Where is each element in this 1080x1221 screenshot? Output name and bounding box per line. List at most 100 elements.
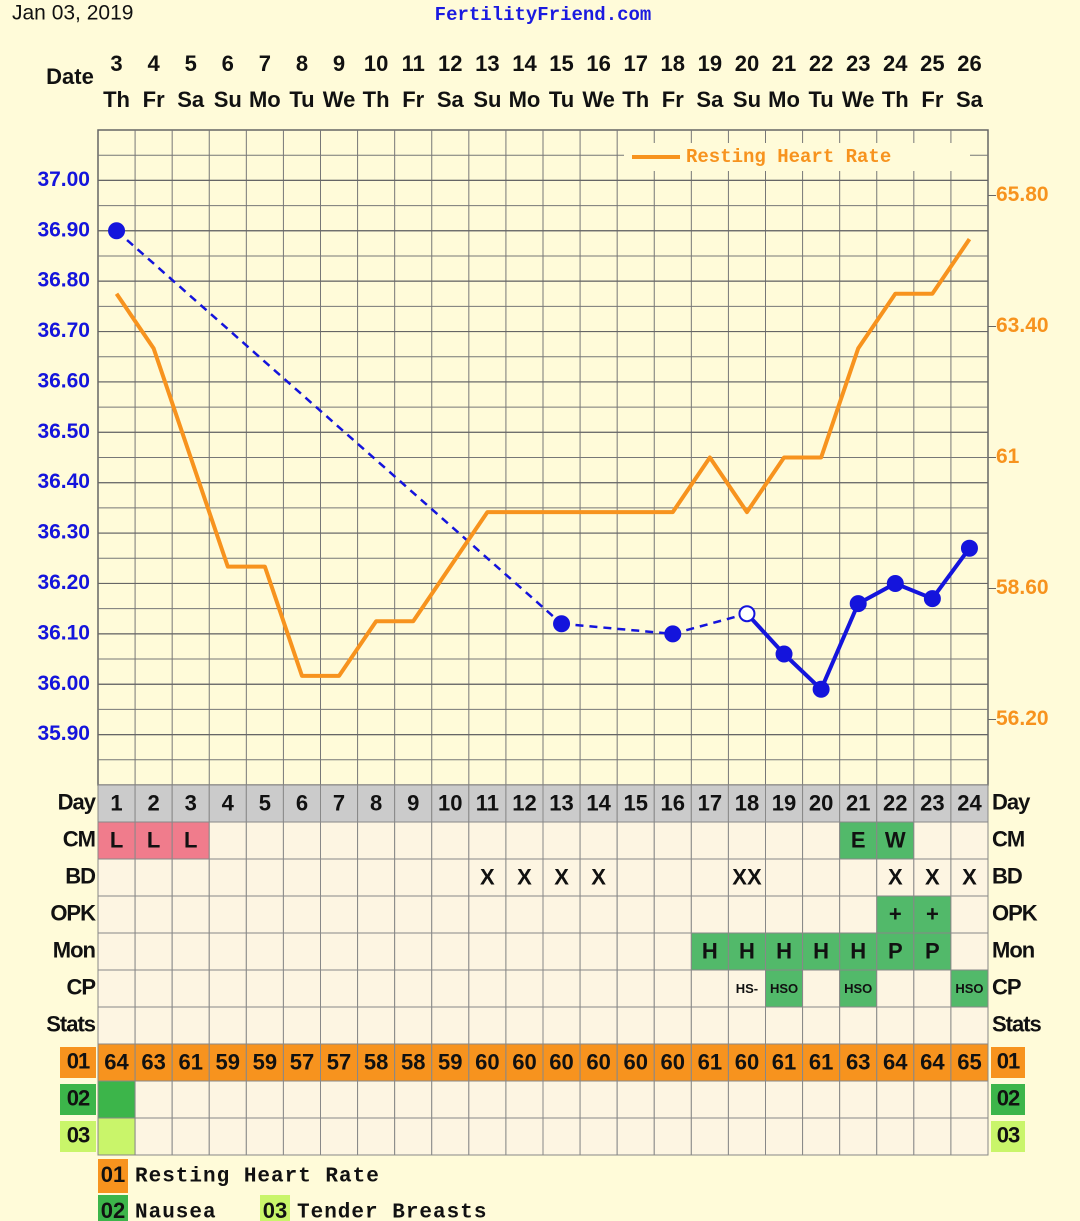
cell [134,1080,173,1119]
cell [171,932,210,971]
cell [468,821,507,860]
cell [913,969,952,1008]
cycle-day: 6 [296,790,308,815]
cell [245,1006,284,1045]
row-code-box [991,1084,1025,1115]
cell [97,858,136,897]
weekday-label: Th [103,87,130,112]
cell [468,1080,507,1119]
cell [876,784,915,823]
cell-value: 64 [883,1049,908,1074]
cell [950,895,989,934]
cell [431,821,470,860]
cell [579,1080,618,1119]
cell [727,895,767,934]
point [849,595,867,613]
cell [208,932,247,971]
cell-text: L [184,827,197,852]
cell [802,784,841,823]
y2-tick-label: 61 [996,445,1020,468]
cell [616,821,655,860]
date-label: 18 [661,51,685,76]
cell [802,1006,841,1045]
row-label: OPK [50,900,96,925]
weekday-label: Sa [177,87,205,112]
date-label: 13 [475,51,499,76]
cycle-day: 21 [846,790,870,815]
row-label: 02 [67,1085,90,1110]
cell [468,932,507,971]
row-code-box [991,1121,1025,1152]
cell-text: HSO [844,981,872,996]
cell [876,858,915,897]
cell-value: 57 [327,1049,351,1074]
row-label: CP [992,974,1021,999]
cell [913,1117,952,1156]
date-label: 15 [549,51,573,76]
cell [468,858,507,897]
cell [616,969,655,1008]
cycle-day: 1 [110,790,122,815]
row-label: Mon [992,937,1035,962]
cycle-day: 11 [476,790,499,815]
cell [505,784,544,823]
cell [616,895,655,934]
cell-value: 65 [957,1049,981,1074]
cell [690,895,729,934]
cycle-day: 19 [772,790,796,815]
cell [950,932,989,971]
cycle-day: 10 [438,790,462,815]
weekday-label: Tu [809,87,834,112]
cell-value: 63 [846,1049,870,1074]
cell [171,858,210,897]
point [775,645,793,663]
weekday-label: We [582,87,615,112]
cell [727,858,767,897]
cell-value: 57 [290,1049,314,1074]
cell [282,821,321,860]
key-box [98,1195,128,1221]
weekday-label: Mo [768,87,800,112]
cell [690,1080,729,1119]
cell [208,1043,247,1082]
weekday-label: Th [622,87,649,112]
row-label: Day [992,789,1031,814]
cell [320,1080,359,1119]
cell [690,932,729,971]
cell [394,1006,433,1045]
row-label: OPK [992,900,1038,925]
heart-rate-line [114,238,972,678]
cell [913,1006,952,1045]
cell [245,1080,284,1119]
row-label: 03 [997,1122,1020,1147]
cell [505,895,544,934]
cell [208,821,247,860]
row-label: CM [63,826,95,851]
cell-text: H [813,938,829,963]
cell [282,1117,321,1156]
row-label: 02 [997,1085,1020,1110]
y-tick-label: 36.50 [37,420,90,443]
cell [134,1117,173,1156]
cell [282,858,321,897]
cycle-day: 18 [735,790,759,815]
cell-text: HSO [955,981,983,996]
key-label: Tender Breasts [297,1202,487,1221]
cell [468,895,507,934]
cell [208,895,247,934]
cell [320,1043,359,1082]
cell [876,1080,915,1119]
cell [394,1043,433,1082]
y2-tick-label: 58.60 [996,576,1049,599]
cell [690,858,729,897]
cell [208,969,247,1008]
cell [579,969,618,1008]
cell [97,969,136,1008]
dashed-connector [115,229,563,625]
cell-value: 59 [438,1049,462,1074]
cell [134,784,173,823]
row-label: Mon [53,937,96,962]
cell [394,895,433,934]
